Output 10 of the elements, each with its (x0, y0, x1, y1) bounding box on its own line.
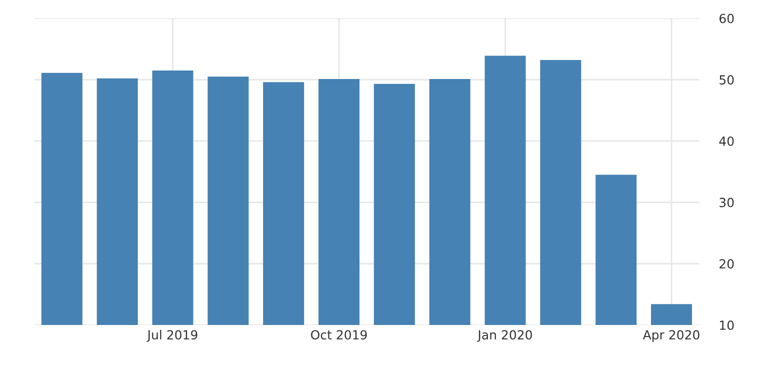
y-tick-label: 50 (720, 75, 734, 85)
y-tick-label: 10 (720, 320, 734, 330)
y-tick-label: 40 (719, 136, 734, 146)
y-tick-label: 30 (720, 198, 734, 208)
x-tick-label: Jan 2020 (477, 330, 532, 342)
y-tick-label: 20 (720, 259, 734, 269)
x-tick-label: Apr 2020 (642, 330, 700, 342)
x-tick-label: Jul 2019 (146, 330, 198, 342)
y-tick-label: 60 (720, 14, 734, 24)
x-tick-label: Oct 2019 (310, 330, 367, 340)
